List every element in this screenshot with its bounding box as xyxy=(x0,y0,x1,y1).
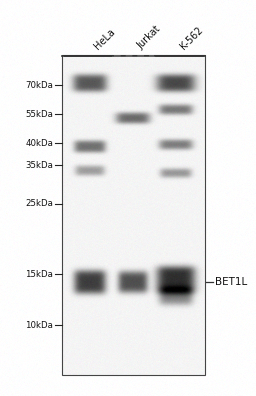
Text: 25kDa: 25kDa xyxy=(25,199,53,208)
Text: 40kDa: 40kDa xyxy=(25,139,53,147)
Text: Jurkat: Jurkat xyxy=(135,24,163,51)
Text: K-562: K-562 xyxy=(178,25,205,51)
Text: HeLa: HeLa xyxy=(93,27,117,51)
Text: 55kDa: 55kDa xyxy=(25,110,53,119)
Bar xyxy=(62,55,205,375)
Text: 35kDa: 35kDa xyxy=(25,161,53,170)
Text: 15kDa: 15kDa xyxy=(25,270,53,279)
Text: BET1L: BET1L xyxy=(215,277,247,287)
Text: 70kDa: 70kDa xyxy=(25,81,53,90)
Text: 10kDa: 10kDa xyxy=(25,321,53,330)
